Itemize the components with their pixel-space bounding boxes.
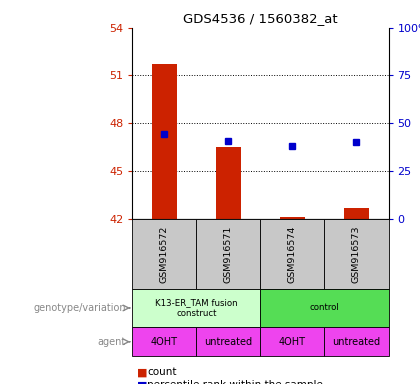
- Text: GSM916572: GSM916572: [160, 225, 169, 283]
- Text: control: control: [310, 303, 339, 313]
- Text: untreated: untreated: [332, 337, 381, 347]
- Text: percentile rank within the sample: percentile rank within the sample: [147, 380, 323, 384]
- Text: GSM916571: GSM916571: [224, 225, 233, 283]
- Bar: [215, 147, 241, 219]
- Text: K13-ER_TAM fusion
construct: K13-ER_TAM fusion construct: [155, 298, 238, 318]
- Text: ■: ■: [136, 367, 147, 377]
- Text: GSM916573: GSM916573: [352, 225, 361, 283]
- Text: genotype/variation: genotype/variation: [33, 303, 126, 313]
- Bar: [344, 208, 369, 219]
- Text: GSM916574: GSM916574: [288, 225, 297, 283]
- Text: ■: ■: [136, 380, 147, 384]
- Bar: [152, 64, 177, 219]
- Text: agent: agent: [98, 337, 126, 347]
- Text: untreated: untreated: [204, 337, 252, 347]
- Text: 4OHT: 4OHT: [279, 337, 306, 347]
- Text: count: count: [147, 367, 176, 377]
- Bar: [280, 217, 305, 219]
- Title: GDS4536 / 1560382_at: GDS4536 / 1560382_at: [183, 12, 338, 25]
- Text: 4OHT: 4OHT: [151, 337, 178, 347]
